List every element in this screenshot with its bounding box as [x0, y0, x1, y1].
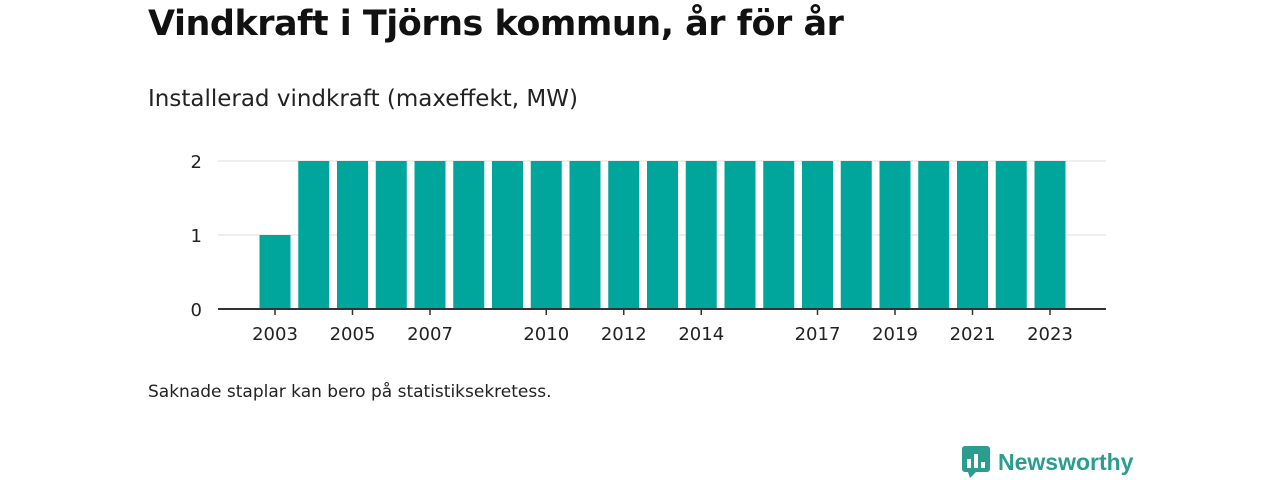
bar-2009 — [492, 161, 523, 309]
bar-2021 — [957, 161, 988, 309]
bar-2007 — [414, 161, 446, 309]
bar-2004 — [298, 161, 330, 309]
x-tick-label: 2003 — [252, 324, 298, 345]
y-tick-label: 2 — [191, 152, 202, 173]
bar-2016 — [763, 161, 795, 309]
bar-2010 — [530, 161, 562, 309]
bar-2013 — [647, 161, 678, 309]
x-tick-label: 2010 — [523, 324, 569, 345]
bar-2006 — [375, 161, 407, 309]
x-tick-label: 2005 — [330, 324, 376, 345]
x-tick-label: 2023 — [1027, 324, 1073, 345]
bar-2022 — [995, 161, 1027, 309]
brand-name: Newsworthy — [998, 449, 1134, 475]
bar-2012 — [608, 161, 640, 309]
brand-logo: Newsworthy — [962, 446, 1133, 478]
x-tick-label: 2019 — [872, 324, 918, 345]
bar-2011 — [569, 161, 601, 309]
bar-2015 — [724, 161, 756, 309]
x-tick-label: 2014 — [678, 324, 724, 345]
bar-2014 — [685, 161, 717, 309]
x-tick-label: 2007 — [407, 324, 453, 345]
bar-2005 — [337, 161, 368, 309]
x-tick-label: 2021 — [950, 324, 996, 345]
bar-2003 — [259, 235, 291, 309]
bars — [259, 161, 1066, 309]
x-axis-ticks: 2003 2005 2007 2010 2012 2014 2017 2019 2021 2023 — [252, 309, 1073, 345]
bar-2017 — [802, 161, 833, 309]
chart-subtitle: Installerad vindkraft (maxeffekt, MW) — [148, 86, 578, 112]
bar-2019 — [879, 161, 911, 309]
y-axis-ticks: 0 1 2 — [191, 152, 202, 321]
chart-title: Vindkraft i Tjörns kommun, år för år — [148, 4, 844, 44]
y-tick-label: 0 — [191, 300, 202, 321]
x-tick-label: 2012 — [601, 324, 647, 345]
bar-chart: 0 1 2 2003 2005 2007 2010 2012 2014 2017 2019 2021… — [191, 152, 1106, 345]
footnote: Saknade staplar kan bero på statistiksek… — [148, 382, 552, 402]
newsworthy-logo-icon — [962, 446, 990, 478]
bar-2018 — [840, 161, 872, 309]
bar-2020 — [918, 161, 950, 309]
x-tick-label: 2017 — [795, 324, 841, 345]
bar-2008 — [453, 161, 485, 309]
y-tick-label: 1 — [191, 226, 202, 247]
bar-2023 — [1034, 161, 1066, 309]
